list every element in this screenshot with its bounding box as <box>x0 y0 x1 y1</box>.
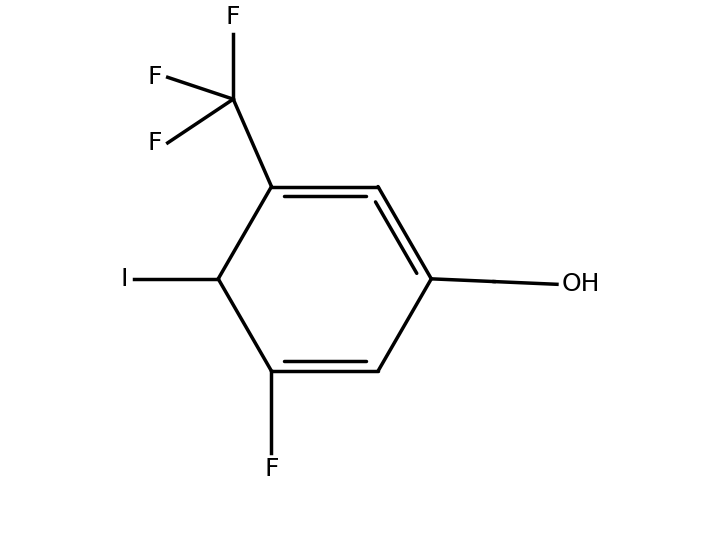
Text: OH: OH <box>561 272 600 296</box>
Text: F: F <box>226 5 240 29</box>
Text: F: F <box>147 65 162 89</box>
Text: F: F <box>264 458 279 481</box>
Text: I: I <box>121 267 128 291</box>
Text: F: F <box>147 131 162 155</box>
